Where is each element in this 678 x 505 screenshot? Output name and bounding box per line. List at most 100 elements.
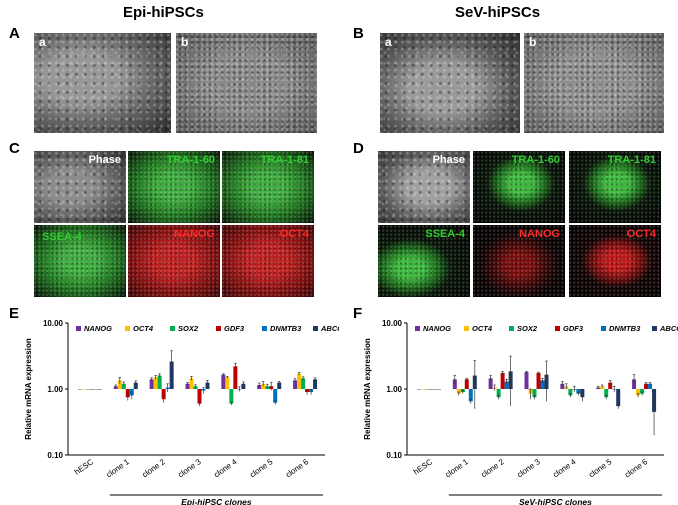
legend-swatch [313,326,318,331]
bar [221,374,226,389]
legend-swatch [601,326,606,331]
bar [301,378,306,389]
bar [189,378,194,389]
sub-label: a [385,35,392,49]
legend-swatch [76,326,81,331]
stain-label: TRA-1-81 [260,154,309,166]
bar [608,382,613,389]
y-tick-label: 1.00 [386,385,402,394]
bar [89,389,94,390]
bar [540,380,545,389]
panel-label-f: F [353,305,363,322]
bar [504,381,509,389]
bar [233,366,238,389]
micrograph-a-a: a [34,33,171,133]
x-tick-label: clone 6 [284,457,311,479]
bar [524,372,529,389]
panel-label-a: A [9,25,20,42]
bar [640,389,645,394]
legend-swatch [216,326,221,331]
bar [273,389,278,403]
bar [600,386,605,389]
bar [205,382,210,389]
legend-swatch [170,326,175,331]
stain-label: Phase [432,154,465,166]
bar [277,382,282,389]
stain-label: NANOG [519,228,560,240]
bar [313,379,318,389]
stain-d-tra181: TRA-1-81 [569,151,661,223]
legend-label: DNMTB3 [270,324,302,333]
stain-d-ssea4: SSEA-4 [378,225,470,297]
x-tick-label: clone 3 [176,457,203,479]
x-tick-label: clone 3 [515,457,542,479]
bar [456,389,461,394]
sub-label: b [181,35,189,49]
stain-c-phase: Phase [34,151,126,223]
bar [636,389,641,396]
legend-swatch [415,326,420,331]
left-title: Epi-hiPSCs [123,4,204,21]
micrograph-b-a: a [380,33,520,133]
legend-swatch [464,326,469,331]
bar [648,383,653,389]
bar [568,389,573,396]
y-tick-label: 0.10 [47,451,63,460]
panel-label-b: B [353,25,364,42]
stain-c-tra160: TRA-1-60 [128,151,220,223]
x-tick-label: clone 4 [212,457,239,479]
bar [436,389,441,390]
legend-label: GDF3 [224,324,245,333]
x-tick-label: clone 6 [623,457,650,479]
sub-label: a [39,35,46,49]
y-axis-label: Relative mRNA expression [363,338,372,440]
stain-c-ssea4: SSEA-4 [34,225,126,297]
x-axis-label: SeV-hiPSC clones [519,497,592,505]
y-tick-label: 0.10 [386,451,402,460]
legend-label: ABCG2 [320,324,339,333]
panel-label-d: D [353,140,364,157]
bar [241,383,246,389]
y-tick-label: 10.00 [382,319,403,328]
legend-swatch [509,326,514,331]
bar [424,389,429,390]
x-axis-label: Epi-hiPSC clones [181,497,252,505]
stain-label: OCT4 [279,228,309,240]
right-title: SeV-hiPSCs [455,4,541,21]
legend-label: SOX2 [178,324,199,333]
bar [500,372,505,389]
bar [532,389,537,398]
bar [185,383,190,389]
legend-swatch [262,326,267,331]
bar [149,379,154,389]
legend-label: OCT4 [133,324,154,333]
legend-swatch [652,326,657,331]
bar [81,389,86,390]
stain-label: NANOG [174,228,215,240]
stain-d-oct4: OCT4 [569,225,661,297]
bar [97,389,102,390]
x-tick-label: clone 1 [105,457,132,479]
stain-label: TRA-1-81 [607,154,656,166]
stain-c-tra181: TRA-1-81 [222,151,314,223]
x-tick-label: hESC [73,457,95,476]
legend-label: SOX2 [517,324,538,333]
legend-label: ABCG2 [659,324,678,333]
bar [157,375,162,389]
bar [197,389,202,404]
legend-swatch [555,326,560,331]
bar [297,373,302,389]
bar [432,389,437,390]
chart-e: 0.10 1.00 10.00 Relative mRNA expression NAN… [24,319,339,505]
bar [153,377,158,389]
x-tick-label: clone 2 [479,457,506,479]
x-tick-label: clone 2 [140,457,167,479]
stain-d-tra160: TRA-1-60 [473,151,565,223]
stain-d-nanog: NANOG [473,225,565,297]
bar [225,377,230,389]
bar [464,379,469,389]
bar [85,389,90,390]
legend-swatch [125,326,130,331]
bar [468,389,473,402]
x-tick-label: clone 5 [248,457,275,479]
